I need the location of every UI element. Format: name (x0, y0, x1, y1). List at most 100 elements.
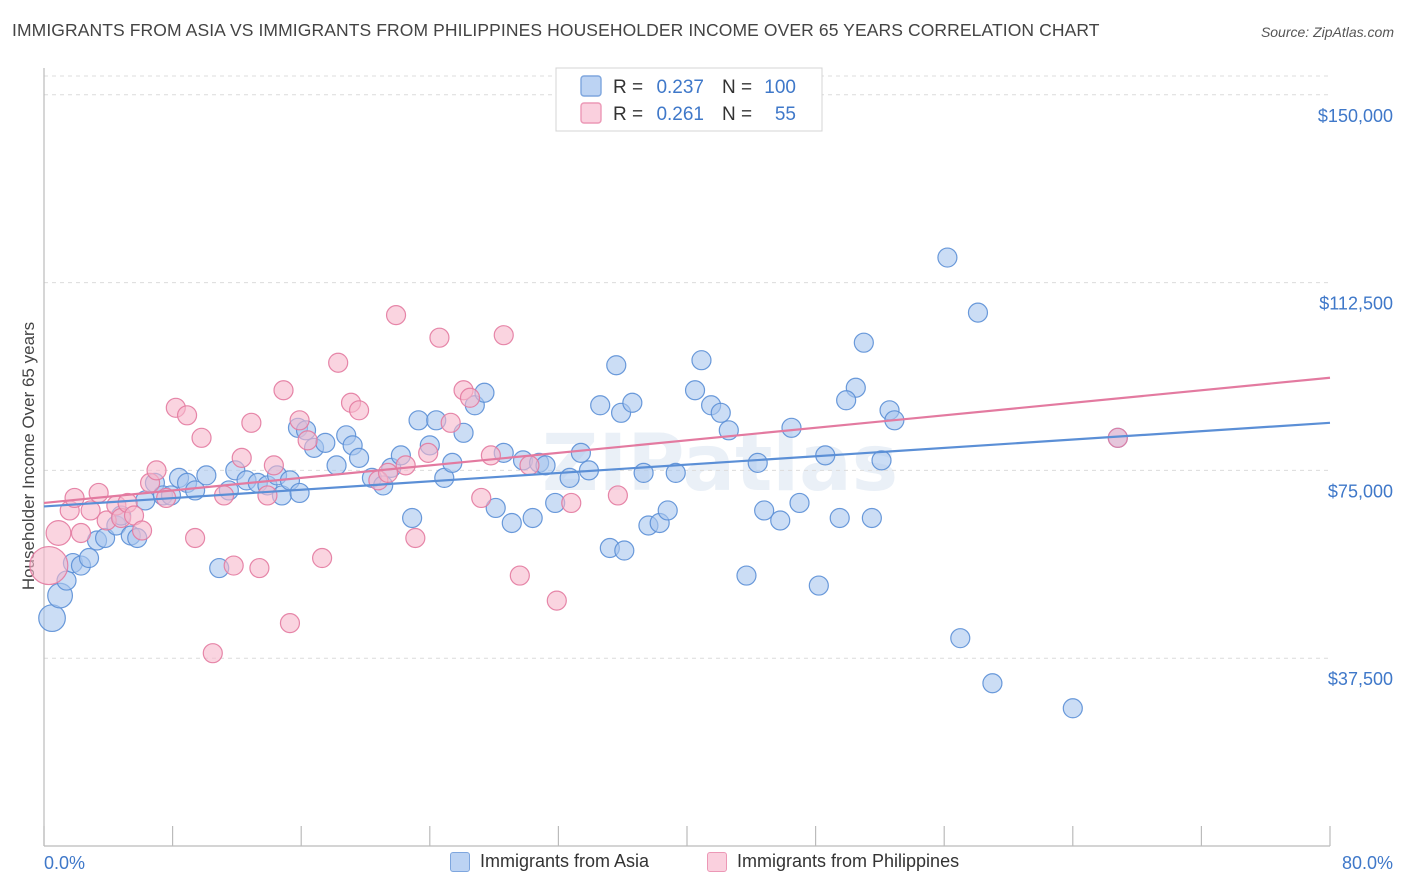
series-asia (38, 247, 1128, 719)
data-point (829, 507, 850, 529)
data-point (429, 327, 450, 348)
source-credit: Source: ZipAtlas.com (1260, 24, 1394, 40)
data-point (88, 482, 109, 504)
data-point (493, 325, 514, 346)
philippines-stat-swatch-icon (580, 102, 602, 124)
x-tick-label: 0.0% (44, 853, 85, 873)
data-point (146, 460, 167, 481)
r-value: 0.237 (656, 77, 704, 98)
data-point (471, 487, 492, 509)
legend-item-asia[interactable]: Immigrants from Asia (450, 851, 649, 872)
series-philippines (29, 305, 1128, 664)
data-point (747, 452, 768, 473)
data-point (38, 604, 66, 633)
data-point (241, 412, 262, 433)
data-point (808, 575, 829, 596)
data-point (480, 445, 501, 466)
data-point (1062, 698, 1083, 719)
data-point (64, 487, 85, 509)
data-point (754, 500, 775, 521)
data-point (770, 510, 791, 531)
data-point (326, 455, 347, 476)
data-point (191, 427, 212, 448)
trendline-philippines (43, 376, 1331, 505)
data-point (440, 412, 461, 433)
data-point (78, 547, 100, 569)
data-point (622, 392, 643, 413)
data-point (279, 613, 301, 634)
data-point (657, 500, 678, 521)
legend-label-philippines: Immigrants from Philippines (737, 851, 960, 871)
legend-item-philippines[interactable]: Immigrants from Philippines (707, 851, 959, 872)
data-point (377, 462, 399, 483)
data-point (249, 557, 270, 579)
data-point (546, 590, 567, 611)
data-point (950, 628, 971, 649)
data-point (871, 450, 892, 471)
data-point (289, 482, 310, 504)
data-point (273, 380, 294, 401)
data-point (196, 465, 217, 486)
data-point (311, 547, 333, 569)
data-point (789, 492, 810, 514)
data-point (519, 455, 540, 476)
data-point (231, 447, 252, 468)
data-point (691, 350, 712, 371)
x-tick-label: 80.0% (1342, 853, 1393, 873)
trendline-asia (43, 421, 1331, 508)
data-point (257, 485, 278, 506)
data-point (418, 442, 439, 463)
data-point (185, 527, 206, 549)
data-point (570, 442, 592, 463)
data-point (328, 352, 349, 373)
data-point (80, 500, 101, 521)
data-point (405, 527, 426, 549)
data-point (561, 492, 582, 514)
data-point (522, 507, 543, 529)
y-axis-label: Householder Income Over 65 years (19, 322, 38, 590)
data-point (348, 400, 370, 421)
y-tick-label: $112,500 (1319, 294, 1393, 314)
data-point (606, 355, 627, 376)
data-point (937, 247, 958, 268)
data-point (176, 405, 198, 426)
data-point (590, 395, 611, 416)
data-point (836, 390, 857, 411)
data-point (263, 455, 284, 476)
data-point (348, 447, 370, 468)
bottom-legend: Immigrants from Asia Immigrants from Phi… (0, 851, 1406, 879)
data-point (509, 565, 530, 586)
data-point (607, 485, 628, 506)
data-point (223, 555, 244, 576)
data-point (781, 417, 802, 438)
y-tick-label: $37,500 (1328, 669, 1393, 689)
data-point (395, 455, 416, 476)
n-label: N = (722, 104, 752, 125)
data-point (402, 507, 423, 529)
data-point (385, 305, 407, 326)
r-label: R = (613, 77, 643, 98)
n-value: 100 (764, 77, 796, 98)
n-label: N = (722, 77, 752, 98)
r-value: 0.261 (656, 104, 704, 125)
legend-label-asia: Immigrants from Asia (480, 851, 650, 871)
y-tick-label: $150,000 (1318, 106, 1393, 126)
chart-title: IMMIGRANTS FROM ASIA VS IMMIGRANTS FROM … (12, 20, 1100, 40)
asia-stat-swatch-icon (580, 75, 602, 97)
data-point (315, 432, 336, 453)
philippines-swatch-icon (707, 851, 727, 872)
data-point (501, 512, 522, 534)
data-point (70, 522, 92, 544)
data-point (710, 402, 731, 423)
data-point (202, 643, 223, 664)
data-point (459, 387, 481, 408)
data-point (45, 520, 72, 546)
data-point (861, 507, 882, 529)
data-point (131, 520, 153, 541)
data-point (684, 380, 706, 401)
data-point (736, 565, 757, 586)
stats-legend: R = 0.237 N = 100 R = 0.261 N = 55 (555, 67, 823, 132)
data-point (289, 410, 310, 431)
data-point (665, 462, 686, 483)
data-point (185, 480, 206, 501)
